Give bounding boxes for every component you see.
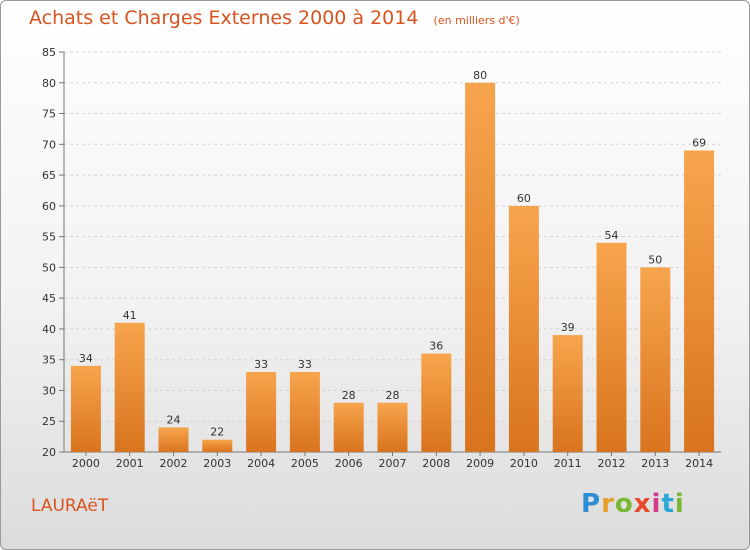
proxiti-logo[interactable]: Proxiti: [581, 489, 685, 519]
commune-name: LAURAëT: [31, 496, 109, 516]
bar-value-label: 33: [254, 358, 268, 371]
bar: [552, 335, 583, 452]
y-tick-label: 65: [42, 169, 56, 182]
bar: [465, 82, 496, 453]
y-tick-label: 85: [42, 46, 56, 59]
logo-letter: i: [674, 489, 685, 519]
bar: [596, 242, 627, 452]
y-tick-label: 50: [42, 261, 56, 274]
bar: [246, 372, 277, 452]
x-tick-label: 2011: [554, 457, 582, 470]
x-tick-label: 2012: [598, 457, 626, 470]
bar: [421, 353, 452, 452]
bar-value-label: 36: [429, 340, 443, 353]
logo-letter: r: [601, 489, 615, 519]
bar-value-label: 22: [210, 426, 224, 439]
bar: [114, 322, 145, 452]
bar-value-label: 80: [473, 69, 487, 82]
y-tick-label: 70: [42, 138, 56, 151]
bar-value-label: 24: [167, 413, 181, 426]
y-tick-label: 40: [42, 323, 56, 336]
y-tick-label: 20: [42, 446, 56, 459]
x-tick-label: 2004: [247, 457, 275, 470]
bar: [202, 439, 233, 452]
y-tick-label: 60: [42, 200, 56, 213]
y-tick-label: 45: [42, 292, 56, 305]
logo-letter: t: [661, 489, 675, 519]
logo-letter: P: [581, 489, 602, 519]
bar-value-label: 50: [648, 253, 662, 266]
x-tick-label: 2007: [379, 457, 407, 470]
x-tick-label: 2014: [685, 457, 713, 470]
data-labels: 34 41 24 22 33 33 28 28 36 80 60 39 54 50 69: [79, 69, 706, 439]
x-tick-label: 2000: [72, 457, 100, 470]
y-tick-label: 35: [42, 354, 56, 367]
x-tick-label: 2010: [510, 457, 538, 470]
logo-letter: o: [614, 489, 634, 519]
bar: [684, 150, 715, 452]
bar: [289, 372, 320, 452]
x-tick-label: 2003: [203, 457, 231, 470]
bar-value-label: 41: [123, 309, 137, 322]
bar: [333, 402, 364, 452]
bar: [508, 205, 539, 452]
axes: 20 25 30 35 40 45 50 55 60 65 70 75 80 85 2000 2001 2002…: [42, 46, 721, 470]
bar-value-label: 33: [298, 358, 312, 371]
x-tick-label: 2008: [422, 457, 450, 470]
bar-value-label: 28: [386, 389, 400, 402]
x-tick-label: 2001: [116, 457, 144, 470]
logo-letter: x: [633, 489, 652, 519]
chart-unit: (en milliers d'€): [433, 14, 520, 27]
bar-value-label: 69: [692, 136, 706, 149]
x-tick-label: 2005: [291, 457, 319, 470]
bar: [640, 267, 671, 452]
y-tick-label: 75: [42, 108, 56, 121]
chart-title-text: Achats et Charges Externes 2000 à 2014: [29, 7, 419, 29]
bar-value-label: 28: [342, 389, 356, 402]
y-tick-label: 25: [42, 415, 56, 428]
bar-value-label: 60: [517, 192, 531, 205]
bar: [70, 365, 101, 452]
bars: [70, 82, 715, 453]
y-tick-label: 30: [42, 384, 56, 397]
y-tick-label: 80: [42, 77, 56, 90]
chart-title: Achats et Charges Externes 2000 à 2014 (…: [29, 7, 520, 29]
bar: [158, 427, 189, 452]
x-tick-label: 2006: [335, 457, 363, 470]
bar-value-label: 39: [561, 321, 575, 334]
x-tick-label: 2013: [641, 457, 669, 470]
bar-value-label: 34: [79, 352, 93, 365]
bar-value-label: 54: [605, 229, 619, 242]
x-tick-label: 2002: [160, 457, 188, 470]
bar: [377, 402, 408, 452]
logo-letter: i: [651, 489, 662, 519]
y-tick-label: 55: [42, 231, 56, 244]
x-tick-label: 2009: [466, 457, 494, 470]
